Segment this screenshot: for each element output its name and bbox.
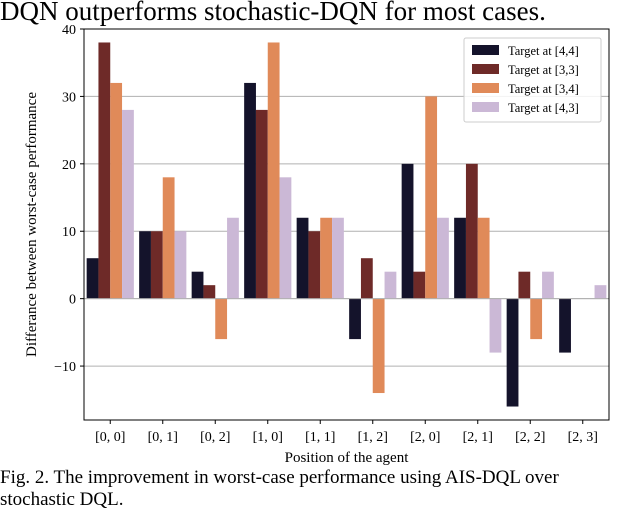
bar xyxy=(530,298,543,340)
bar xyxy=(86,258,99,299)
x-axis-label: Position of the agent xyxy=(285,450,410,466)
bar xyxy=(332,217,344,299)
bar xyxy=(150,231,163,299)
legend-swatch xyxy=(472,102,499,112)
bar xyxy=(372,298,385,394)
x-tick-label: [2, 1] xyxy=(463,430,493,445)
legend-swatch xyxy=(472,83,499,93)
bar xyxy=(518,271,531,299)
bar xyxy=(413,271,426,299)
bar xyxy=(296,217,309,299)
bar xyxy=(227,217,239,299)
x-tick-label: [0, 2] xyxy=(200,430,230,445)
bar xyxy=(425,96,438,299)
y-tick-label: 10 xyxy=(62,225,76,240)
y-axis-ticks: −10 0 10 20 30 40 xyxy=(54,23,84,375)
figure-caption: Fig. 2. The improvement in worst-case pe… xyxy=(0,467,559,488)
bar xyxy=(308,231,321,299)
legend-label: Target at [3,3] xyxy=(508,63,579,77)
legend: Target at [4,4] Target at [3,3] Target at … xyxy=(463,37,602,123)
bars xyxy=(86,42,607,407)
bar xyxy=(437,217,449,299)
legend-box xyxy=(463,37,602,123)
bar xyxy=(465,163,478,299)
bar xyxy=(255,109,268,299)
y-tick-label: 40 xyxy=(62,23,76,38)
bar xyxy=(122,109,134,299)
legend-label: Target at [4,4] xyxy=(508,44,579,58)
bar xyxy=(98,42,111,299)
bar xyxy=(203,285,216,299)
bar xyxy=(349,298,361,340)
bar xyxy=(320,217,333,299)
x-tick-label: [1, 1] xyxy=(305,430,335,445)
bar xyxy=(477,217,490,299)
bar xyxy=(215,298,228,340)
bar xyxy=(279,177,292,299)
x-tick-label: [2, 2] xyxy=(515,430,545,445)
bar xyxy=(542,271,554,299)
bar xyxy=(139,231,151,299)
bar xyxy=(162,177,175,299)
bar xyxy=(191,271,204,299)
bar xyxy=(267,42,280,299)
bar xyxy=(489,298,502,353)
bar xyxy=(384,271,397,299)
legend-swatch xyxy=(472,45,499,55)
legend-label: Target at [3,4] xyxy=(508,82,579,96)
plot-frame xyxy=(83,28,610,421)
y-axis-label: Differance between worst-case performanc… xyxy=(24,92,40,357)
bar xyxy=(401,163,414,299)
bar xyxy=(360,258,373,299)
x-tick-label: [0, 1] xyxy=(148,430,178,445)
y-tick-label: 20 xyxy=(62,158,76,173)
x-tick-label: [0, 0] xyxy=(95,430,125,445)
top-text: DQN outperforms stochastic-DQN for most … xyxy=(0,0,546,26)
y-tick-label: 0 xyxy=(69,293,76,308)
bar xyxy=(559,298,571,353)
bar xyxy=(506,298,519,407)
y-tick-label: −10 xyxy=(54,360,76,375)
x-axis-ticks: [0, 0] [0, 1] [0, 2] [1, 0] [1, 1] [1, 2] [2, … xyxy=(95,420,598,445)
bar xyxy=(244,82,256,299)
bar xyxy=(454,217,466,299)
legend-swatch xyxy=(472,64,499,74)
legend-label: Target at [4,3] xyxy=(508,101,579,115)
figure-caption-continued: stochastic DQL. xyxy=(0,489,124,510)
x-tick-label: [1, 0] xyxy=(253,430,283,445)
bar xyxy=(110,82,123,299)
x-tick-label: [2, 3] xyxy=(568,430,598,445)
bar xyxy=(174,231,187,299)
y-tick-label: 30 xyxy=(62,90,76,105)
bar xyxy=(594,285,607,299)
x-tick-label: [1, 2] xyxy=(358,430,388,445)
x-tick-label: [2, 0] xyxy=(410,430,440,445)
